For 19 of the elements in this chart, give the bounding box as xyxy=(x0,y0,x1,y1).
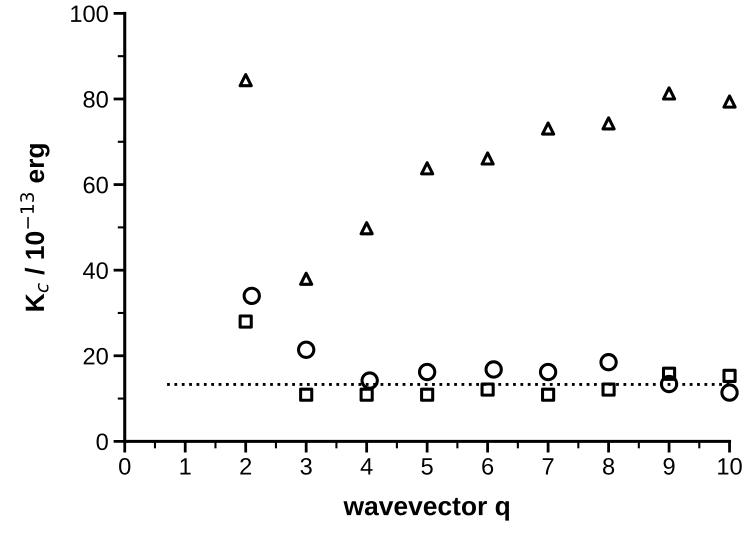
x-tick-label: 2 xyxy=(240,458,252,474)
x-tick-label: 7 xyxy=(542,458,554,474)
y-tick-label: 100 xyxy=(71,5,108,22)
x-tick-label: 8 xyxy=(603,458,614,475)
x-tick-label: 10 xyxy=(718,458,742,475)
y-tick-label: 0 xyxy=(96,433,108,450)
y-tick-label: 40 xyxy=(83,262,108,279)
x-tick-label: 0 xyxy=(119,458,130,475)
x-tick-label: 5 xyxy=(422,458,433,475)
x-tick-label: 6 xyxy=(482,458,494,475)
y-tick-label: 60 xyxy=(84,176,108,194)
x-tick-label: 4 xyxy=(360,458,373,474)
x-tick-label: 3 xyxy=(300,458,312,475)
y-tick-label: 20 xyxy=(84,348,108,365)
x-tick-label: 1 xyxy=(180,458,191,474)
x-axis-title: wavevector q xyxy=(343,498,509,521)
y-tick-label: 80 xyxy=(84,91,108,108)
x-tick-label: 9 xyxy=(664,458,675,475)
y-axis-title: K$_{c}$ / 10$^{−13}$ erg xyxy=(20,144,50,311)
